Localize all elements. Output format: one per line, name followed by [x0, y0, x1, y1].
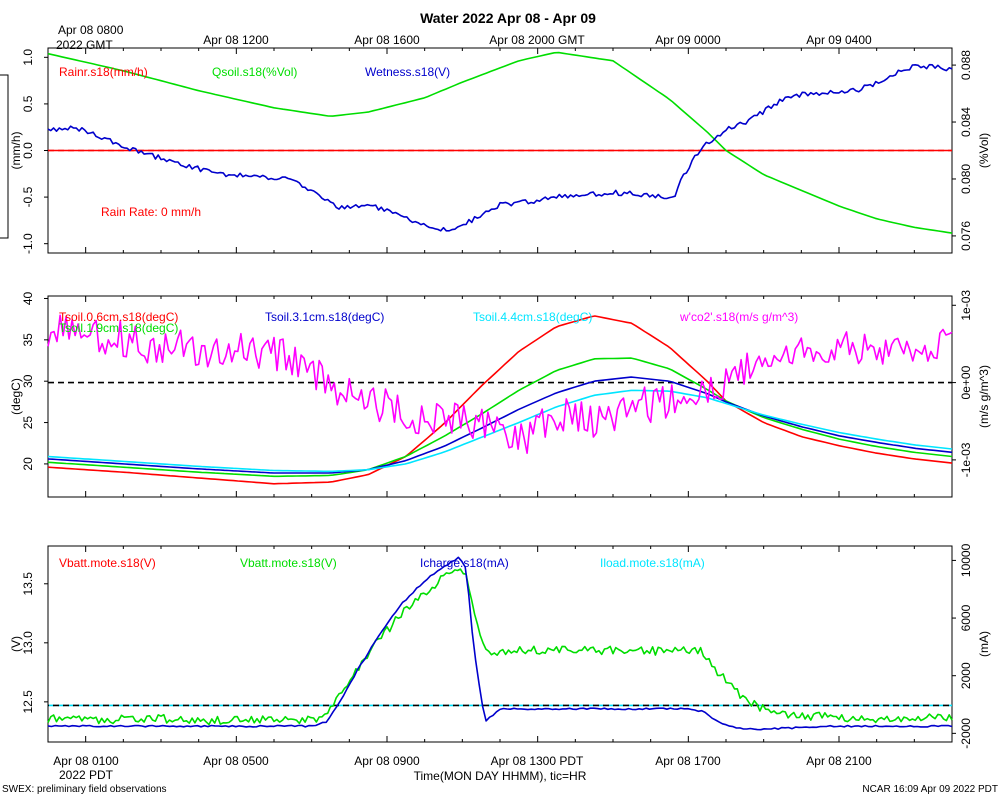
water-left-tick-label: -1.0	[21, 233, 35, 254]
temperature-left-tick-label: 40	[21, 291, 35, 305]
water-left-tick-label: -0.5	[21, 186, 35, 207]
power-series-vbatt-mote-s18-v-1	[47, 568, 953, 726]
footer-right: NCAR 16:09 Apr 09 2022 PDT	[862, 784, 998, 795]
water-left-tick-label: 0.5	[21, 95, 35, 112]
power-left-tick-label: 13.0	[21, 631, 35, 655]
power-right-tick-label: -2000	[959, 718, 973, 749]
temperature-left-tick-label: 30	[21, 374, 35, 388]
water-left-axis-label: (mm/h)	[9, 132, 23, 170]
footer-left: SWEX: preliminary field observations	[2, 784, 167, 795]
temperature-right-axis-label: (m/s g/m^3)	[977, 365, 991, 428]
water-series-wetness-s18-v-2	[47, 63, 953, 232]
temperature-series-tsoil-1-9cm-s18-degc-1	[47, 357, 953, 478]
water-left-tick-label: 0.0	[21, 142, 35, 159]
temperature-right-tick-label: 0e+00	[959, 365, 973, 399]
water-series-qsoil-s18-vol-1	[47, 51, 953, 234]
legend-rainr: Rainr.s18(mm/h)	[59, 65, 148, 79]
bottom-time-label-2: Apr 08 0900	[354, 754, 420, 768]
legend-iload: Iload.mote.s18(mA)	[600, 556, 705, 570]
top-time-label-2: Apr 08 1600	[354, 33, 420, 47]
legend-vbatt-red: Vbatt.mote.s18(V)	[59, 556, 156, 570]
bottom-time-label-1: Apr 08 0500	[203, 754, 269, 768]
temperature-right-tick-label: 1e-03	[959, 290, 973, 321]
chart-title: Water 2022 Apr 08 - Apr 09	[420, 10, 596, 26]
temperature-series-tsoil-0-6cm-s18-degc-0	[47, 315, 953, 485]
power-right-tick-label: 10000	[959, 543, 973, 577]
temperature-series-tsoil-3-1cm-s18-degc-2	[47, 376, 953, 474]
top-time-label-1: Apr 08 1200	[203, 33, 269, 47]
power-right-tick-label: 6000	[959, 604, 973, 631]
top-time-label-0: Apr 08 0800	[58, 23, 124, 37]
water-left-tick-label: 1.0	[21, 49, 35, 66]
water-right-tick-label: 0.076	[959, 221, 973, 251]
panel-power: 12.5 13.0 13.5 (V) -2000 2000 6000 10000 (mA)	[9, 543, 991, 748]
bottom-time-label-0: Apr 08 0100	[53, 754, 119, 768]
temperature-left-tick-label: 25	[21, 416, 35, 430]
legend-tsoil-4-4: Tsoil.4.4cm.s18(degC)	[473, 310, 592, 324]
water-right-tick-label: 0.084	[959, 107, 973, 137]
legend-icharge: Icharge.s18(mA)	[420, 556, 509, 570]
top-time-label-4: Apr 09 0000	[655, 33, 721, 47]
power-left-tick-label: 12.5	[21, 690, 35, 714]
top-time-label-3: Apr 08 2000 GMT	[489, 33, 585, 47]
power-left-axis-label: (V)	[9, 636, 23, 652]
legend-qsoil: Qsoil.s18(%Vol)	[212, 65, 297, 79]
temperature-right-tick-label: -1e-03	[959, 442, 973, 477]
temperature-left-tick-label: 35	[21, 333, 35, 347]
legend-tsoil-0-6: Tsoil.0.6cm.s18(degC)	[59, 310, 178, 324]
legend-wetness: Wetness.s18(V)	[365, 65, 450, 79]
water-right-axis-label: (%Vol)	[977, 133, 991, 168]
bottom-time-label-5: Apr 08 2100	[806, 754, 872, 768]
power-right-tick-label: 2000	[959, 662, 973, 689]
water-right-tick-label: 0.080	[959, 164, 973, 194]
temperature-series-tsoil-4-4cm-s18-degc-3	[47, 389, 953, 473]
legend-tsoil-3-1: Tsoil.3.1cm.s18(degC)	[265, 310, 384, 324]
temperature-left-tick-label: 20	[21, 457, 35, 471]
legend-tsoil-1-9: Tsoil.1.9cm.s18(degC)	[59, 321, 178, 335]
power-right-axis-label: (mA)	[977, 631, 991, 657]
bottom-time-label-4: Apr 08 1700	[655, 754, 721, 768]
rain-rate-annotation: Rain Rate: 0 mm/h	[101, 205, 201, 219]
power-series-icharge-s18-ma-2	[47, 556, 953, 731]
panel-temperature: 20 25 30 35 40 (degC) -1e-03 0e+00 1e-03 (m/s g/m…	[9, 290, 991, 497]
bottom-time-label-3: Apr 08 1300 PDT	[491, 754, 584, 768]
legend-vbatt-green: Vbatt.mote.s18(V)	[240, 556, 337, 570]
bottom-time-sublabel: 2022 PDT	[59, 768, 114, 782]
top-time-sublabel: 2022 GMT	[56, 38, 113, 52]
left-edge-box	[0, 74, 9, 239]
legend-wco2: w'co2'.s18(m/s g/m^3)	[679, 310, 798, 324]
power-left-tick-label: 13.5	[21, 572, 35, 596]
top-time-label-5: Apr 09 0400	[806, 33, 872, 47]
temperature-series-w-co2-s18-m-s-g-m-3-4	[47, 314, 953, 455]
water-right-tick-label: 0.088	[959, 50, 973, 80]
x-axis-label: Time(MON DAY HHMM), tic=HR	[414, 769, 587, 783]
panel-water: -1.0 -0.5 0.0 0.5 1.0 (mm/h) 0.076 0.080 0.084 0.…	[9, 48, 991, 254]
panel-temperature-frame	[47, 295, 953, 498]
temperature-left-axis-label: (degC)	[9, 378, 23, 415]
